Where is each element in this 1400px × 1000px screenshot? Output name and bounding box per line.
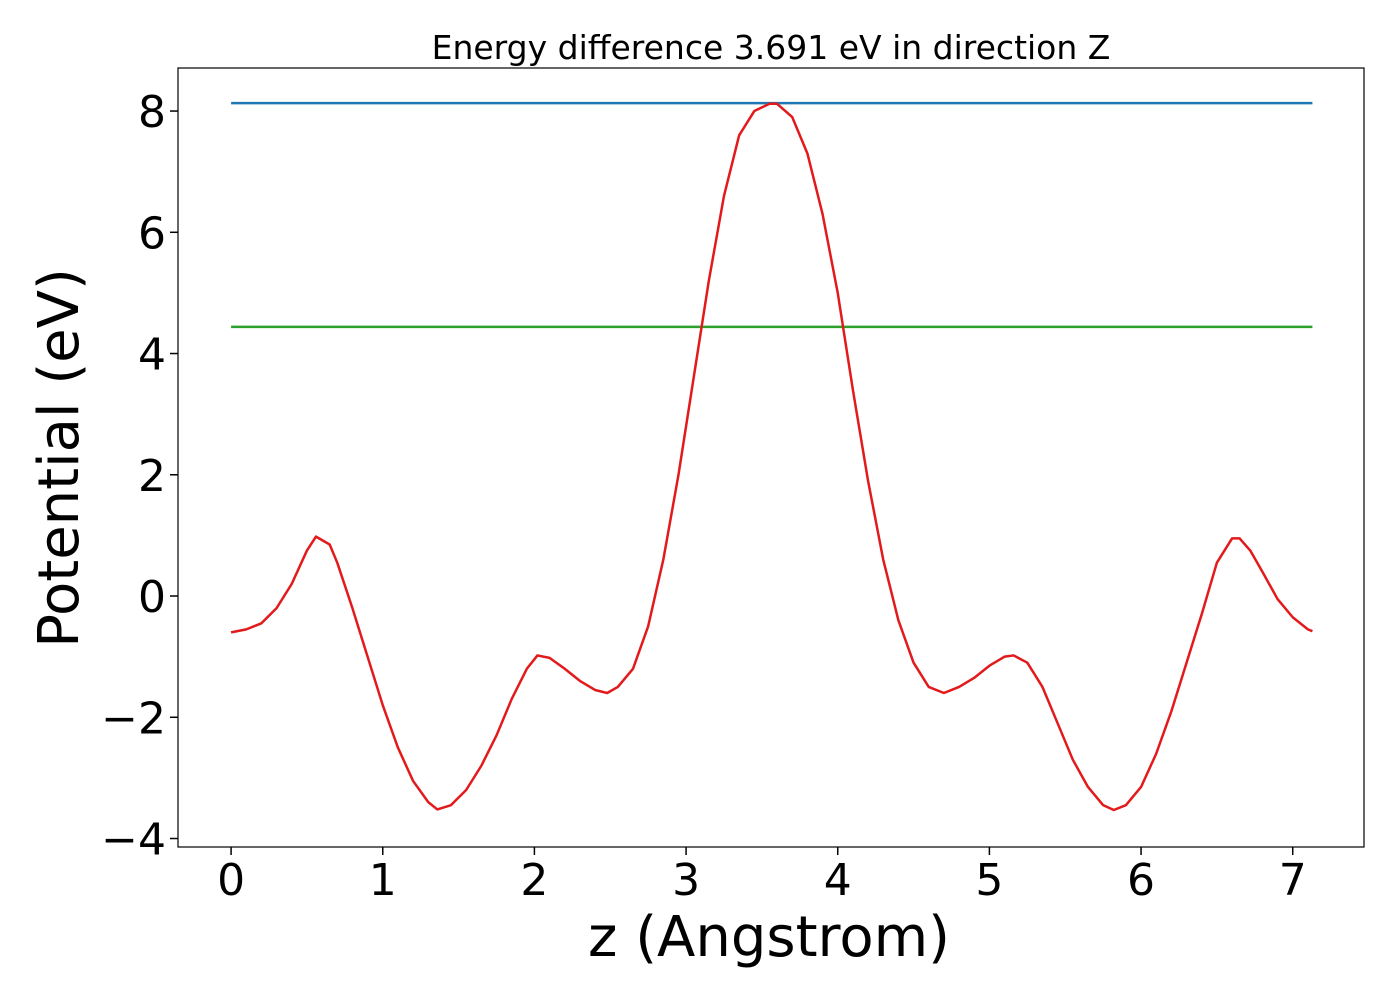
chart-title: Energy difference 3.691 eV in direction … xyxy=(432,28,1111,67)
plot-frame xyxy=(177,67,1365,848)
x-axis-label: z (Angstrom) xyxy=(588,905,950,970)
y-tick-label: −2 xyxy=(101,693,166,744)
x-tick-label: 7 xyxy=(1279,855,1307,906)
y-tick-label: 4 xyxy=(138,330,166,381)
y-tick-label: 8 xyxy=(138,87,166,138)
y-axis-label: Potential (eV) xyxy=(27,268,92,648)
x-tick-label: 3 xyxy=(672,855,700,906)
y-tick-label: 2 xyxy=(138,451,166,502)
x-tick-label: 1 xyxy=(369,855,397,906)
y-tick-label: −4 xyxy=(101,815,166,866)
x-tick-label: 5 xyxy=(975,855,1003,906)
series-line xyxy=(230,102,1313,812)
y-tick-label: 6 xyxy=(138,208,166,259)
x-tick-label: 6 xyxy=(1127,855,1155,906)
x-tick-label: 4 xyxy=(824,855,852,906)
x-tick-label: 2 xyxy=(520,855,548,906)
y-tick-label: 0 xyxy=(138,572,166,623)
x-tick-label: 0 xyxy=(217,855,245,906)
